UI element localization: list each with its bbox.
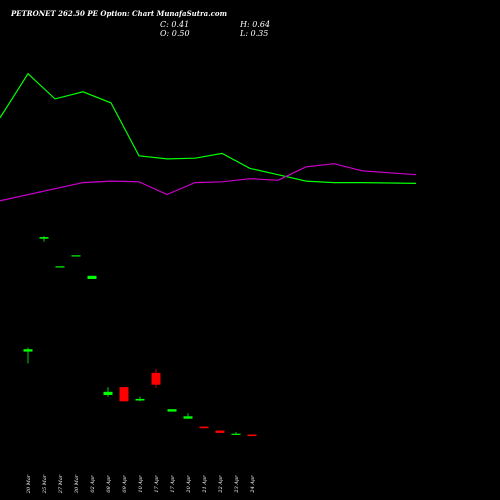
- candle: [103, 387, 113, 397]
- low-value: L: 0.35: [239, 29, 268, 38]
- candle-body: [167, 409, 177, 412]
- candle-body: [135, 398, 145, 401]
- close-value: C: 0.41: [160, 20, 189, 29]
- candle: [183, 413, 193, 419]
- candle: [231, 432, 241, 435]
- candle-body: [231, 433, 241, 435]
- candle: [71, 255, 81, 257]
- candle-body: [87, 275, 97, 279]
- candle: [119, 387, 129, 402]
- x-tick-label: 23 Apr: [234, 475, 240, 494]
- candle-body: [39, 237, 49, 239]
- candle: [215, 430, 225, 433]
- candle: [199, 426, 209, 429]
- candle-body: [183, 416, 193, 419]
- candle: [23, 347, 33, 364]
- candle-body: [151, 372, 161, 385]
- x-tick-label: 10 Apr: [138, 475, 144, 493]
- x-tick-label: 17 Apr: [154, 475, 160, 493]
- x-tick-label: 08 Apr: [106, 475, 112, 493]
- candle-body: [215, 430, 225, 433]
- overlay-line-green: [0, 72, 417, 184]
- x-tick-label: 25 Mar: [42, 474, 48, 494]
- candle-body: [55, 266, 65, 268]
- x-tick-label: 30 Mar: [74, 474, 80, 493]
- open-value: O: 0.50: [160, 29, 190, 38]
- x-tick-label: 21 Apr: [202, 475, 208, 494]
- x-tick-label: 20 Apr: [186, 475, 192, 494]
- x-axis: 20 Mar 25 Mar 27 Mar 30 Mar 02 Apr 08 Apr 09 A…: [26, 474, 256, 494]
- overlay-line-magenta: [0, 163, 417, 202]
- candle: [135, 396, 145, 402]
- candle-body: [23, 349, 33, 352]
- x-tick-label: 24 Apr: [250, 475, 256, 494]
- overlay-lines: [0, 72, 417, 202]
- candle-body: [103, 391, 113, 395]
- x-tick-label: 02 Apr: [90, 475, 96, 493]
- candle-body: [247, 434, 257, 437]
- candle-body: [71, 255, 81, 257]
- x-tick-label: 17 Apr: [170, 475, 176, 493]
- candle: [247, 434, 257, 437]
- x-tick-label: 20 Mar: [26, 474, 32, 494]
- x-tick-label: 27 Mar: [58, 474, 64, 494]
- candle: [39, 236, 49, 242]
- candle-body: [119, 387, 129, 402]
- chart-title: PETRONET 262.50 PE Option: Chart MunafaS…: [10, 9, 227, 18]
- candles: [23, 236, 257, 437]
- candle: [151, 368, 161, 388]
- x-tick-label: 22 Apr: [218, 475, 224, 494]
- candle-body: [199, 426, 209, 429]
- high-value: H: 0.64: [239, 20, 270, 29]
- candle: [167, 409, 177, 412]
- x-tick-label: 09 Apr: [122, 475, 128, 493]
- candle: [55, 266, 65, 268]
- candle: [87, 275, 97, 279]
